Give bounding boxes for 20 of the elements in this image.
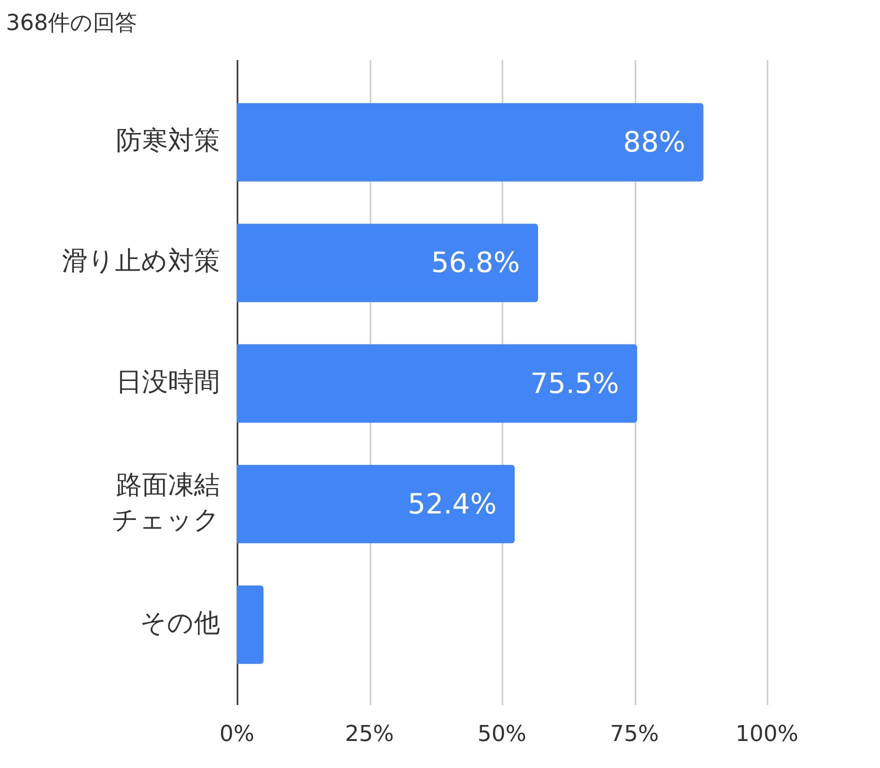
x-tick-label: 75% [610, 722, 659, 747]
data-label: 52.4% [408, 487, 497, 520]
x-tick-label: 25% [345, 722, 394, 747]
bar [237, 344, 638, 423]
y-tick-label: その他 [140, 608, 220, 638]
x-tick-label: 50% [478, 722, 526, 747]
bar [237, 586, 264, 664]
bar [237, 224, 538, 302]
y-tick-label: 防寒対策 [116, 126, 220, 156]
data-label: 75.5% [530, 366, 620, 400]
x-tick-label: 0% [220, 722, 254, 747]
data-label: 56.8% [431, 246, 520, 280]
y-tick-label: 滑り止め対策 [62, 246, 220, 277]
data-label: 88% [623, 126, 686, 159]
bar [237, 464, 515, 544]
x-tick-label: 100% [736, 722, 798, 747]
y-tick-label: 日没時間 [116, 367, 220, 398]
y-tick-label: 路面凍結チェック [112, 470, 220, 536]
chart-title: 368件の回答 [6, 10, 137, 38]
bar [237, 103, 704, 182]
